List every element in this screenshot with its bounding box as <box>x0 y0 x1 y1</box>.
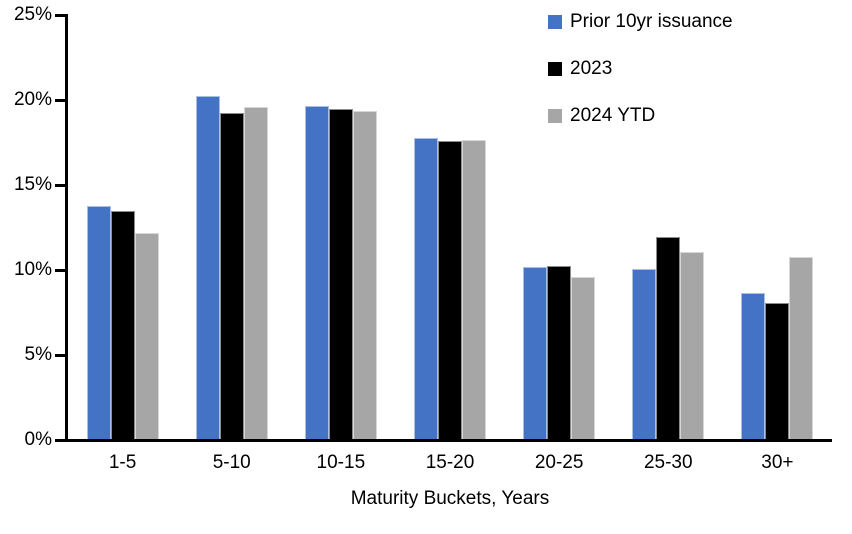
bar-prior-10yr-issuance-25-30 <box>632 269 657 439</box>
bar-group-25-30 <box>614 14 723 439</box>
bar-prior-10yr-issuance-30+ <box>741 293 766 439</box>
bar-prior-10yr-issuance-1-5 <box>86 206 111 439</box>
plot-area <box>68 14 832 439</box>
y-tick <box>55 184 66 187</box>
bar-group-20-25 <box>505 14 614 439</box>
x-tick-label-1-5: 1-5 <box>108 452 137 473</box>
legend-item-prior-10yr-issuance: Prior 10yr issuance <box>548 11 733 32</box>
y-tick-label: 0% <box>24 429 52 450</box>
legend-label: 2024 YTD <box>570 105 656 126</box>
y-tick-label: 15% <box>13 174 52 195</box>
legend: Prior 10yr issuance 2023 2024 YTD <box>548 11 733 153</box>
bar-2024-ytd-30+ <box>789 257 814 439</box>
legend-item-2024-ytd: 2024 YTD <box>548 105 733 126</box>
bar-2024-ytd-25-30 <box>680 252 705 439</box>
y-tick-label: 20% <box>13 89 52 110</box>
bar-2023-5-10 <box>219 113 244 439</box>
legend-label: Prior 10yr issuance <box>570 11 733 32</box>
bar-2024-ytd-10-15 <box>352 111 377 439</box>
x-tick-label-20-25: 20-25 <box>534 452 584 473</box>
bar-prior-10yr-issuance-15-20 <box>413 138 438 439</box>
legend-marker-icon <box>548 109 562 123</box>
y-tick <box>55 269 66 272</box>
bar-prior-10yr-issuance-20-25 <box>523 267 548 439</box>
bar-2024-ytd-20-25 <box>571 277 596 439</box>
bar-group-10-15 <box>286 14 395 439</box>
y-tick-label: 5% <box>24 344 52 365</box>
legend-marker-icon <box>548 15 562 29</box>
bar-2023-30+ <box>765 303 790 439</box>
bar-group-1-5 <box>68 14 177 439</box>
bar-2024-ytd-5-10 <box>243 107 268 439</box>
bar-2024-ytd-15-20 <box>461 140 486 439</box>
bar-2023-25-30 <box>656 237 681 439</box>
x-tick-label-30+: 30+ <box>761 452 794 473</box>
y-tick-label: 10% <box>13 259 52 280</box>
x-axis-line <box>65 439 832 442</box>
y-tick <box>55 354 66 357</box>
x-tick-label-25-30: 25-30 <box>643 452 693 473</box>
legend-label: 2023 <box>570 58 613 79</box>
y-tick-label: 25% <box>13 4 52 25</box>
bar-2023-15-20 <box>437 141 462 439</box>
bar-prior-10yr-issuance-5-10 <box>195 96 220 439</box>
bar-group-30+ <box>723 14 832 439</box>
legend-marker-icon <box>548 62 562 76</box>
y-tick <box>55 99 66 102</box>
x-tick-label-15-20: 15-20 <box>425 452 475 473</box>
bar-group-5-10 <box>177 14 286 439</box>
x-tick-label-10-15: 10-15 <box>316 452 366 473</box>
legend-item-2023: 2023 <box>548 58 733 79</box>
y-tick <box>55 439 66 442</box>
bar-2023-20-25 <box>547 266 572 439</box>
bar-2023-10-15 <box>328 109 353 439</box>
x-axis-title: Maturity Buckets, Years <box>350 488 550 509</box>
bar-prior-10yr-issuance-10-15 <box>304 106 329 439</box>
y-tick <box>55 14 66 17</box>
y-axis-line <box>65 14 68 442</box>
bar-2024-ytd-1-5 <box>134 233 159 439</box>
bar-2023-1-5 <box>110 211 135 439</box>
x-tick-label-5-10: 5-10 <box>212 452 251 473</box>
bar-group-15-20 <box>395 14 504 439</box>
x-axis-labels: 1-5 5-10 10-15 15-20 20-25 25-30 30+ <box>68 452 832 474</box>
